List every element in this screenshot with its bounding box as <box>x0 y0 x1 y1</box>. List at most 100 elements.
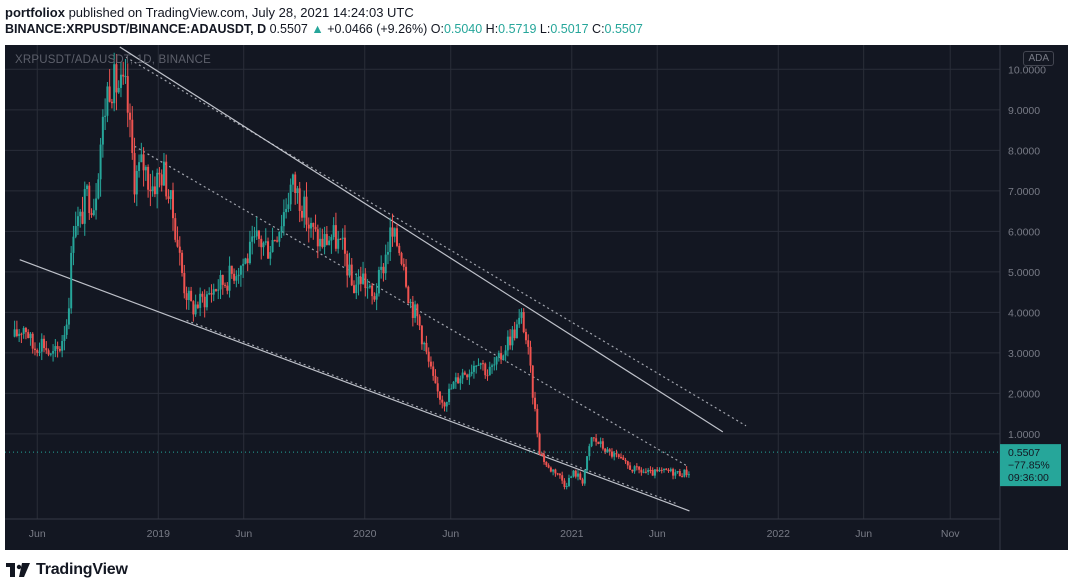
publisher-name: portfoliox <box>5 5 65 20</box>
candle-body <box>38 351 41 353</box>
trend-line <box>119 46 724 433</box>
candle-body <box>201 293 204 297</box>
candle-body <box>597 441 600 444</box>
price-chart[interactable]: 1.0000 2.0000 3.0000 4.0000 5.0000 6.0000 7.00… <box>5 45 1068 550</box>
price-label-change: −77.85% <box>1008 460 1050 472</box>
candle-body <box>629 465 632 470</box>
candle-body <box>515 324 518 339</box>
candle-body <box>389 227 392 253</box>
candle-body <box>267 241 270 259</box>
candle-body <box>172 190 175 219</box>
candle-body <box>99 144 102 180</box>
candle-body <box>88 185 91 214</box>
footer-brand: TradingView <box>6 558 128 582</box>
candle-body <box>92 210 95 216</box>
candle-body <box>353 285 356 293</box>
candle-body <box>61 340 64 351</box>
candle-body <box>24 327 27 333</box>
candle-body <box>86 185 89 190</box>
open-value: 0.5040 <box>443 22 483 36</box>
candle-body <box>341 237 344 239</box>
y-tick-label: 3.0000 <box>1008 348 1040 360</box>
published-line: portfoliox published on TradingView.com,… <box>5 5 414 20</box>
candle-body <box>425 342 428 352</box>
candle-body <box>468 373 471 378</box>
candle-body <box>328 240 331 245</box>
candle-body <box>153 186 156 195</box>
candle-body <box>554 469 557 474</box>
candle-body <box>640 469 643 473</box>
candle-body <box>97 179 100 199</box>
candle-body <box>332 225 335 238</box>
candle-body <box>366 287 369 289</box>
candle-body <box>552 469 555 472</box>
candle-body <box>362 273 365 284</box>
candle-body <box>282 212 285 227</box>
chart-panel[interactable]: 1.0000 2.0000 3.0000 4.0000 5.0000 6.0000 7.00… <box>5 45 1068 550</box>
candle-body <box>547 465 550 468</box>
candle-body <box>217 289 220 291</box>
candle-body <box>536 408 539 434</box>
x-tick-label: Jun <box>855 528 872 540</box>
candle-body <box>601 441 604 449</box>
candle-body <box>454 377 457 382</box>
currency-badge[interactable]: ADA <box>1023 51 1054 66</box>
candle-body <box>192 301 195 315</box>
y-tick-label: 2.0000 <box>1008 388 1040 400</box>
candle-body <box>586 456 589 471</box>
candle-body <box>592 437 595 439</box>
candle-body <box>527 340 530 347</box>
candle-body <box>649 469 652 471</box>
candle-body <box>54 346 57 352</box>
candle-body <box>377 269 380 294</box>
candle-body <box>316 229 319 247</box>
candle-body <box>676 471 679 473</box>
candle-body <box>106 86 109 116</box>
candle-body <box>165 161 168 197</box>
candle-body <box>511 329 514 346</box>
candle-body <box>610 451 613 457</box>
candle-body <box>491 365 494 367</box>
candle-body <box>147 166 150 190</box>
candle-body <box>294 174 297 194</box>
candle-body <box>90 213 93 216</box>
close-label: C: <box>592 22 605 36</box>
candle-body <box>405 266 408 287</box>
tradingview-wordmark: TradingView <box>36 561 128 578</box>
symbol-bar: BINANCE:XRPUSDT/BINANCE:ADAUSDT, D 0.550… <box>5 22 643 36</box>
tradingview-logo-icon <box>6 563 30 577</box>
candle-body <box>520 312 523 318</box>
candle-body <box>330 237 333 241</box>
x-tick-label: 2020 <box>353 528 377 540</box>
symbol-name: BINANCE:XRPUSDT/BINANCE:ADAUSDT, D <box>5 22 267 36</box>
candle-body <box>531 365 534 398</box>
candle-body <box>183 272 186 294</box>
candle-body <box>606 449 609 453</box>
candle-body <box>452 381 455 389</box>
y-tick-label: 9.0000 <box>1008 105 1040 117</box>
candle-body <box>667 469 670 472</box>
candle-body <box>674 472 677 476</box>
candle-body <box>518 317 521 325</box>
candle-body <box>463 372 466 375</box>
candle-body <box>669 469 672 472</box>
candle-body <box>434 375 437 384</box>
candle-body <box>33 348 36 350</box>
candle-body <box>681 476 684 478</box>
candle-body <box>563 480 566 487</box>
candle-body <box>162 161 165 186</box>
candle-body <box>298 188 301 211</box>
x-tick-label: Jun <box>235 528 252 540</box>
candle-body <box>104 115 107 117</box>
candle-body <box>631 469 634 472</box>
candle-body <box>65 324 68 335</box>
y-tick-label: 4.0000 <box>1008 307 1040 319</box>
candle-body <box>199 293 202 308</box>
candle-body <box>398 245 401 254</box>
candle-body <box>278 231 281 242</box>
price-label-countdown: 09:36:00 <box>1008 472 1049 484</box>
candle-body <box>237 274 240 277</box>
candle-body <box>244 258 247 264</box>
candle-body <box>475 365 478 367</box>
candle-body <box>615 453 618 455</box>
